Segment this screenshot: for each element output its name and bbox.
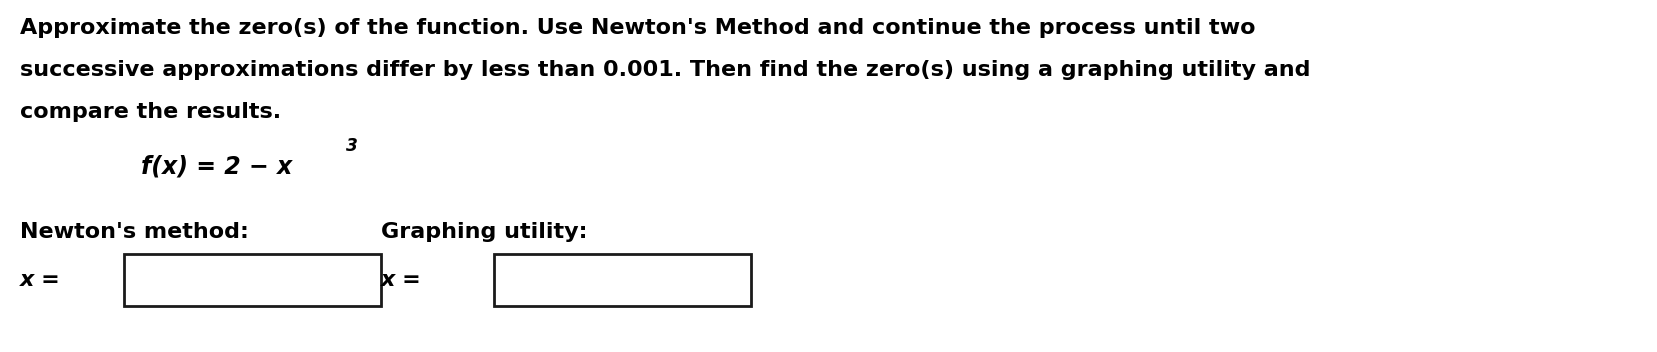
Text: successive approximations differ by less than 0.001. Then find the zero(s) using: successive approximations differ by less… xyxy=(20,60,1311,80)
Text: Newton's method:: Newton's method: xyxy=(20,222,249,242)
Text: f(x) = 2 − x: f(x) = 2 − x xyxy=(141,155,292,179)
Bar xyxy=(124,254,381,306)
Bar xyxy=(494,254,751,306)
Text: x =: x = xyxy=(381,270,423,290)
Text: Approximate the zero(s) of the function. Use Newton's Method and continue the pr: Approximate the zero(s) of the function.… xyxy=(20,18,1256,38)
Text: Graphing utility:: Graphing utility: xyxy=(381,222,588,242)
Text: x =: x = xyxy=(20,270,61,290)
Text: compare the results.: compare the results. xyxy=(20,102,282,122)
Text: 3: 3 xyxy=(346,137,358,155)
